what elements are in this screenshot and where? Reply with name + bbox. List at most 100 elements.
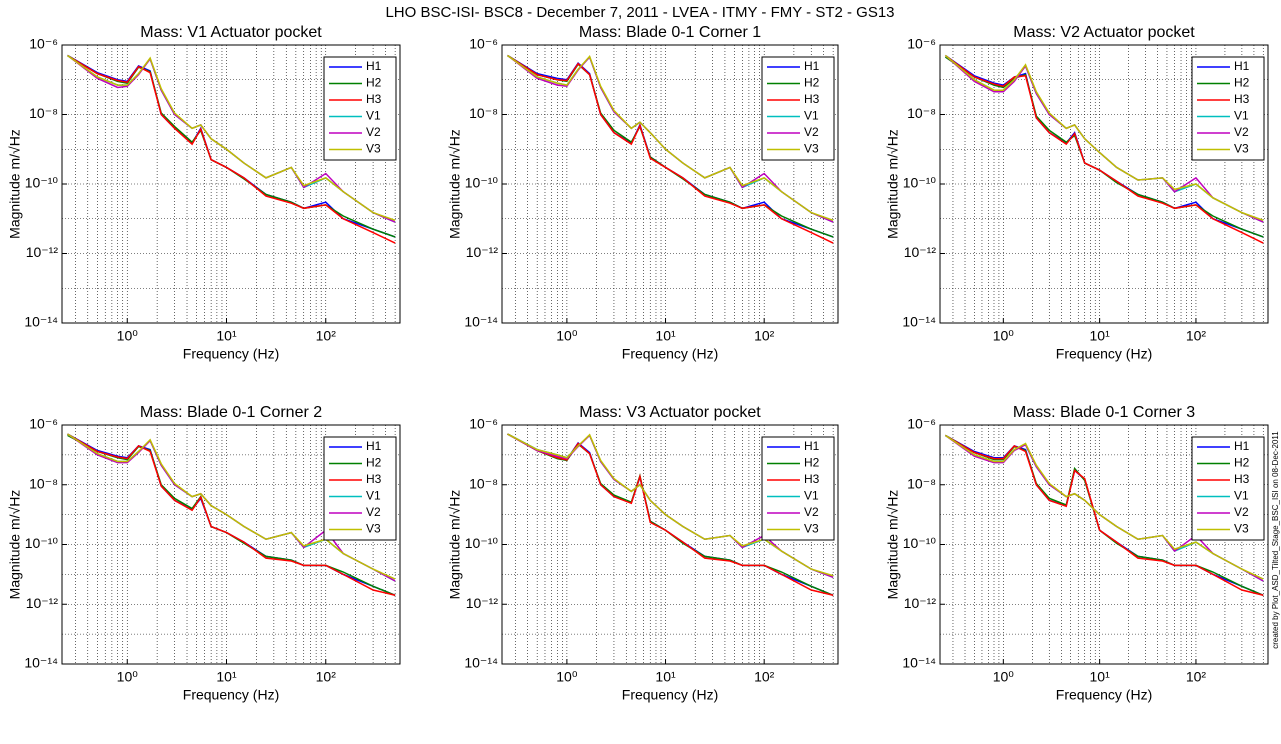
y-tick-label: 10⁻¹⁰	[465, 535, 499, 551]
series-line	[507, 54, 834, 244]
y-tick-label: 10⁻¹²	[904, 595, 937, 611]
legend-label: V3	[804, 142, 819, 156]
legend-box	[323, 436, 397, 541]
x-axis-label: Frequency (Hz)	[622, 687, 718, 703]
subplot-title: Mass: V1 Actuator pocket	[140, 24, 322, 41]
y-tick-label: 10⁻¹²	[26, 244, 59, 260]
figure-title: LHO BSC-ISI- BSC8 - December 7, 2011 - L…	[385, 4, 894, 21]
series-line	[67, 433, 396, 596]
x-tick-label: 10²	[1186, 328, 1207, 344]
y-tick-label: 10⁻⁸	[29, 105, 58, 121]
y-axis-label: Magnitude m/√Hz	[7, 490, 23, 600]
subplot-title: Mass: Blade 0-1 Corner 2	[140, 404, 322, 421]
subplot: 10⁰ 10¹ 10² 10⁻¹⁴ 10⁻¹² 10⁻¹⁰ 10⁻⁸ 10⁻⁶ H1 H2 H3 V1…	[885, 24, 1269, 362]
legend-label: V3	[804, 522, 819, 536]
y-tick-label: 10⁻¹⁴	[24, 314, 58, 330]
x-tick-label: 10²	[754, 669, 775, 685]
y-tick-label: 10⁻⁸	[469, 105, 498, 121]
x-tick-label: 10²	[754, 328, 775, 344]
y-axis-label: Magnitude m/√Hz	[7, 129, 23, 239]
y-tick-label: 10⁻⁶	[907, 36, 936, 52]
y-tick-label: 10⁻¹²	[904, 244, 937, 260]
x-tick-label: 10¹	[655, 669, 676, 685]
legend-label: H3	[804, 92, 820, 106]
series-line	[944, 54, 1264, 222]
legend-label: V1	[366, 489, 381, 503]
x-tick-label: 10²	[316, 328, 337, 344]
y-tick-label: 10⁻⁶	[907, 416, 936, 432]
legend-box	[761, 56, 835, 161]
x-tick-label: 10⁰	[993, 669, 1015, 685]
legend-label: V3	[1234, 142, 1249, 156]
subplot: 10⁰ 10¹ 10² 10⁻¹⁴ 10⁻¹² 10⁻¹⁰ 10⁻⁸ 10⁻⁶ H1 H2 H3 V1…	[885, 404, 1269, 703]
legend-label: H1	[366, 59, 382, 73]
x-tick-label: 10¹	[1090, 669, 1111, 685]
subplot-title: Mass: Blade 0-1 Corner 1	[579, 24, 761, 41]
legend-label: V1	[804, 489, 819, 503]
legend-label: H1	[1234, 59, 1250, 73]
creation-note: created by Plot_ASD_Tilted_Stage_BSC_ISI…	[1271, 431, 1280, 649]
legend-label: H2	[1234, 456, 1250, 470]
subplot: 10⁰ 10¹ 10² 10⁻¹⁴ 10⁻¹² 10⁻¹⁰ 10⁻⁸ 10⁻⁶ H1 H2 H3 V1…	[447, 24, 839, 362]
y-tick-label: 10⁻¹⁴	[24, 655, 58, 671]
legend-box	[1191, 56, 1265, 161]
y-tick-label: 10⁻⁸	[907, 475, 936, 491]
x-axis-label: Frequency (Hz)	[183, 687, 279, 703]
legend-label: V1	[1234, 109, 1249, 123]
series-line	[67, 54, 396, 244]
y-tick-label: 10⁻⁸	[469, 475, 498, 491]
series-line	[944, 54, 1264, 244]
legend-label: H1	[804, 439, 820, 453]
legend-label: V1	[804, 109, 819, 123]
legend-label: H1	[804, 59, 820, 73]
y-tick-label: 10⁻¹⁰	[25, 535, 59, 551]
legend-label: H1	[1234, 439, 1250, 453]
legend-label: H3	[1234, 92, 1250, 106]
y-tick-label: 10⁻¹⁴	[464, 655, 498, 671]
y-tick-label: 10⁻¹⁴	[902, 655, 936, 671]
x-axis-label: Frequency (Hz)	[183, 346, 279, 362]
legend-label: H2	[366, 456, 382, 470]
legend-label: H3	[366, 472, 382, 486]
series-line	[944, 434, 1264, 596]
x-tick-label: 10⁰	[117, 669, 139, 685]
legend-label: H3	[366, 92, 382, 106]
y-axis-label: Magnitude m/√Hz	[447, 490, 463, 600]
y-tick-label: 10⁻⁶	[469, 416, 498, 432]
x-tick-label: 10²	[316, 669, 337, 685]
x-tick-label: 10²	[1186, 669, 1207, 685]
x-tick-label: 10⁰	[117, 328, 139, 344]
legend-box	[323, 56, 397, 161]
legend-label: V2	[1234, 505, 1249, 519]
x-axis-label: Frequency (Hz)	[1056, 346, 1152, 362]
y-tick-label: 10⁻¹⁴	[902, 314, 936, 330]
series-line	[507, 54, 834, 222]
y-axis-label: Magnitude m/√Hz	[885, 129, 901, 239]
legend-label: V2	[804, 125, 819, 139]
subplot-title: Mass: V3 Actuator pocket	[579, 404, 761, 421]
x-tick-label: 10⁰	[556, 328, 578, 344]
legend-label: V1	[366, 109, 381, 123]
legend-label: V3	[1234, 522, 1249, 536]
legend-label: H3	[804, 472, 820, 486]
subplot: 10⁰ 10¹ 10² 10⁻¹⁴ 10⁻¹² 10⁻¹⁰ 10⁻⁸ 10⁻⁶ H1 H2 H3 V1…	[7, 404, 401, 703]
series-line	[944, 434, 1264, 580]
legend-label: V3	[366, 522, 381, 536]
legend-label: V2	[1234, 125, 1249, 139]
y-tick-label: 10⁻¹⁰	[903, 535, 937, 551]
legend-box	[761, 436, 835, 541]
legend-label: V2	[366, 505, 381, 519]
x-tick-label: 10⁰	[556, 669, 578, 685]
x-tick-label: 10¹	[216, 669, 237, 685]
x-tick-label: 10⁰	[993, 328, 1015, 344]
series-line	[67, 433, 396, 580]
x-tick-label: 10¹	[1090, 328, 1111, 344]
x-axis-label: Frequency (Hz)	[622, 346, 718, 362]
y-tick-label: 10⁻⁶	[29, 36, 58, 52]
y-axis-label: Magnitude m/√Hz	[447, 129, 463, 239]
legend-label: V2	[366, 125, 381, 139]
axes-frame	[501, 424, 839, 665]
legend-label: V1	[1234, 489, 1249, 503]
x-tick-label: 10¹	[655, 328, 676, 344]
